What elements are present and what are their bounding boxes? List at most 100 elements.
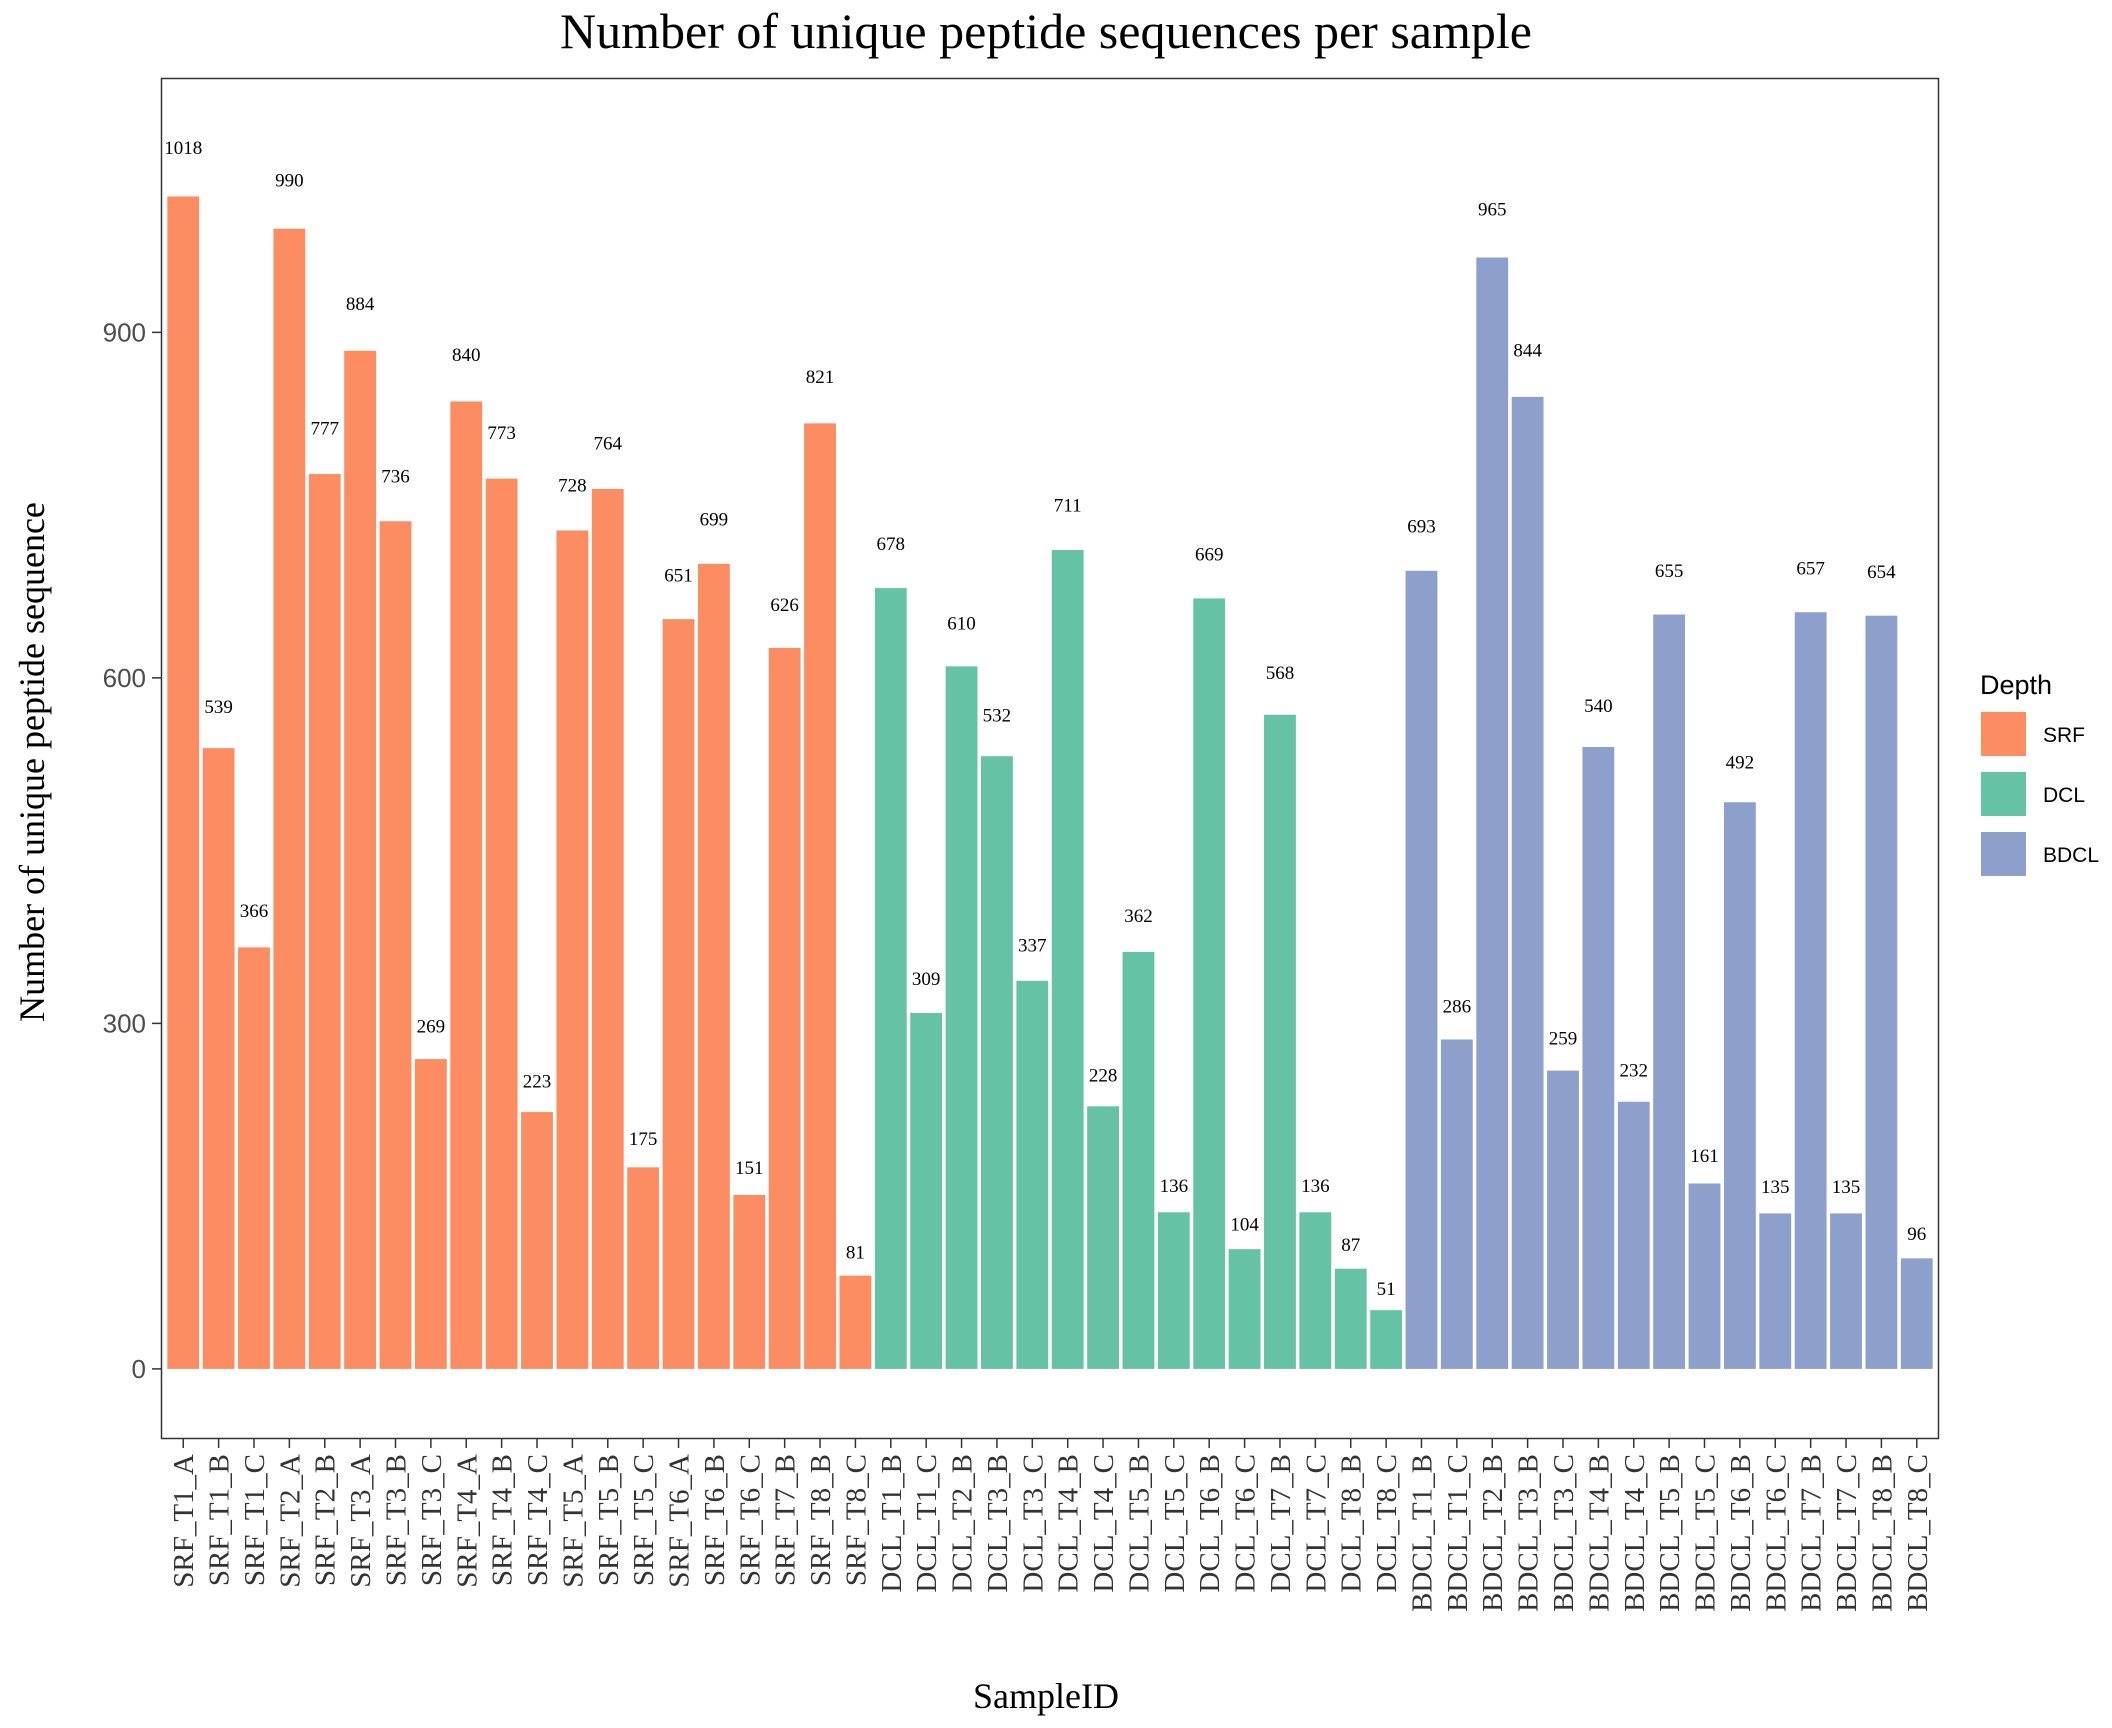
x-tick-label: DCL_T8_C bbox=[1371, 1454, 1403, 1593]
bar-srf-t6-a bbox=[662, 619, 695, 1369]
x-tick-label: BDCL_T7_C bbox=[1831, 1454, 1863, 1612]
bar-bdcl-t2-b bbox=[1476, 257, 1509, 1369]
x-tick-label: SRF_T7_B bbox=[770, 1454, 802, 1586]
x-tick-label: BDCL_T6_C bbox=[1760, 1454, 1792, 1612]
y-tick-label: 300 bbox=[103, 1008, 146, 1038]
x-tick-label: DCL_T5_B bbox=[1123, 1454, 1155, 1593]
x-tick-label: BDCL_T4_C bbox=[1619, 1454, 1651, 1612]
data-label: 657 bbox=[1796, 559, 1825, 580]
x-tick-label: DCL_T8_B bbox=[1336, 1454, 1368, 1593]
bar-dcl-t8-b bbox=[1334, 1268, 1367, 1369]
bar-srf-t6-b bbox=[697, 563, 730, 1369]
data-label: 151 bbox=[735, 1158, 764, 1179]
bar-dcl-t5-b bbox=[1122, 951, 1155, 1369]
data-label: 161 bbox=[1690, 1146, 1719, 1167]
bar-dcl-t1-b bbox=[874, 588, 907, 1369]
bar-dcl-t3-b bbox=[981, 756, 1013, 1369]
x-tick-label: SRF_T4_C bbox=[522, 1454, 554, 1586]
y-tick-label: 900 bbox=[103, 317, 146, 347]
x-tick-label: SRF_T4_A bbox=[451, 1454, 483, 1588]
x-tick-label: DCL_T6_C bbox=[1230, 1454, 1262, 1593]
data-label: 492 bbox=[1726, 752, 1755, 773]
bar-bdcl-t7-c bbox=[1830, 1213, 1862, 1369]
legend-label-srf: SRF bbox=[2043, 724, 2085, 747]
data-label: 655 bbox=[1655, 561, 1684, 582]
bar-srf-t3-a bbox=[344, 350, 377, 1369]
x-tick-label: SRF_T5_A bbox=[557, 1454, 589, 1588]
bar-bdcl-t4-c bbox=[1617, 1101, 1650, 1369]
bar-bdcl-t6-b bbox=[1723, 802, 1756, 1369]
data-label: 884 bbox=[346, 294, 375, 315]
x-tick-label: DCL_T3_B bbox=[982, 1454, 1014, 1593]
legend-title: Depth bbox=[1980, 670, 2052, 700]
bar-srf-t3-c bbox=[414, 1059, 447, 1369]
data-label: 728 bbox=[558, 476, 587, 497]
data-label: 337 bbox=[1018, 936, 1047, 957]
bar-srf-t1-c bbox=[238, 947, 270, 1369]
x-tick-label: DCL_T3_C bbox=[1017, 1454, 1049, 1593]
bar-srf-t1-b bbox=[202, 748, 235, 1369]
data-label: 1018 bbox=[164, 138, 202, 159]
x-tick-label: SRF_T2_A bbox=[274, 1454, 306, 1588]
x-tick-label: BDCL_T1_C bbox=[1442, 1454, 1474, 1612]
data-label: 309 bbox=[912, 969, 941, 990]
x-tick-label: SRF_T1_C bbox=[239, 1454, 271, 1586]
bar-bdcl-t6-c bbox=[1759, 1213, 1792, 1369]
legend-swatch-srf bbox=[1981, 712, 2026, 756]
bar-srf-t2-a bbox=[273, 228, 306, 1369]
x-tick-label: BDCL_T8_B bbox=[1866, 1454, 1898, 1612]
data-label: 568 bbox=[1266, 663, 1295, 684]
x-tick-label: DCL_T4_C bbox=[1088, 1454, 1120, 1593]
data-label: 651 bbox=[664, 566, 693, 587]
data-label: 259 bbox=[1549, 1028, 1578, 1049]
x-tick-label: SRF_T5_C bbox=[628, 1454, 660, 1586]
data-label: 626 bbox=[770, 595, 799, 616]
bar-bdcl-t5-b bbox=[1653, 614, 1686, 1369]
x-tick-label: BDCL_T1_B bbox=[1406, 1454, 1438, 1612]
data-label: 844 bbox=[1513, 340, 1542, 361]
bar-srf-t5-a bbox=[556, 530, 589, 1369]
x-tick-label: SRF_T6_A bbox=[664, 1454, 696, 1588]
bars-layer bbox=[167, 196, 1933, 1369]
y-tick-label: 600 bbox=[103, 663, 146, 693]
x-tick-label: DCL_T2_B bbox=[947, 1454, 979, 1593]
bar-srf-t3-b bbox=[379, 521, 412, 1369]
x-tick-label: DCL_T7_C bbox=[1300, 1454, 1332, 1593]
x-tick-label: BDCL_T7_B bbox=[1796, 1454, 1828, 1612]
data-label: 736 bbox=[381, 466, 410, 487]
data-label: 96 bbox=[1907, 1224, 1926, 1245]
x-tick-label: SRF_T3_C bbox=[416, 1454, 448, 1586]
x-tick-label: SRF_T2_B bbox=[310, 1454, 342, 1586]
bar-srf-t6-c bbox=[733, 1194, 766, 1369]
data-label: 764 bbox=[594, 434, 623, 455]
data-label: 87 bbox=[1341, 1235, 1360, 1256]
bar-srf-t4-a bbox=[450, 401, 483, 1369]
x-tick-label: DCL_T1_C bbox=[911, 1454, 943, 1593]
bar-srf-t5-c bbox=[627, 1167, 660, 1369]
x-tick-label: SRF_T3_B bbox=[381, 1454, 413, 1586]
x-tick-label: SRF_T8_B bbox=[805, 1454, 837, 1586]
bar-srf-t8-b bbox=[804, 423, 836, 1369]
data-labels-layer: 1018 539 366 990 777 884 736 269 840 773 223 728 764… bbox=[164, 138, 1926, 1300]
bar-bdcl-t5-c bbox=[1688, 1183, 1721, 1369]
data-label: 51 bbox=[1377, 1279, 1396, 1300]
x-axis-title: SampleID bbox=[973, 1676, 1119, 1716]
legend-items: SRF DCL BDCL bbox=[1981, 712, 2099, 876]
data-label: 135 bbox=[1832, 1177, 1861, 1198]
x-tick-label: SRF_T6_B bbox=[699, 1454, 731, 1586]
data-label: 286 bbox=[1443, 996, 1472, 1017]
data-label: 136 bbox=[1301, 1176, 1330, 1197]
bar-bdcl-t1-c bbox=[1440, 1039, 1473, 1369]
legend-swatch-bdcl bbox=[1981, 832, 2026, 876]
x-tick-label: SRF_T3_A bbox=[345, 1454, 377, 1588]
x-tick-label: SRF_T8_C bbox=[840, 1454, 872, 1586]
bar-bdcl-t3-b bbox=[1511, 396, 1544, 1369]
data-label: 840 bbox=[452, 345, 481, 366]
x-tick-label: SRF_T4_B bbox=[487, 1454, 519, 1586]
data-label: 228 bbox=[1089, 1066, 1118, 1087]
data-label: 362 bbox=[1124, 906, 1153, 927]
x-tick-label: BDCL_T4_B bbox=[1583, 1454, 1615, 1612]
bar-srf-t7-b bbox=[768, 647, 801, 1369]
data-label: 711 bbox=[1054, 495, 1082, 516]
